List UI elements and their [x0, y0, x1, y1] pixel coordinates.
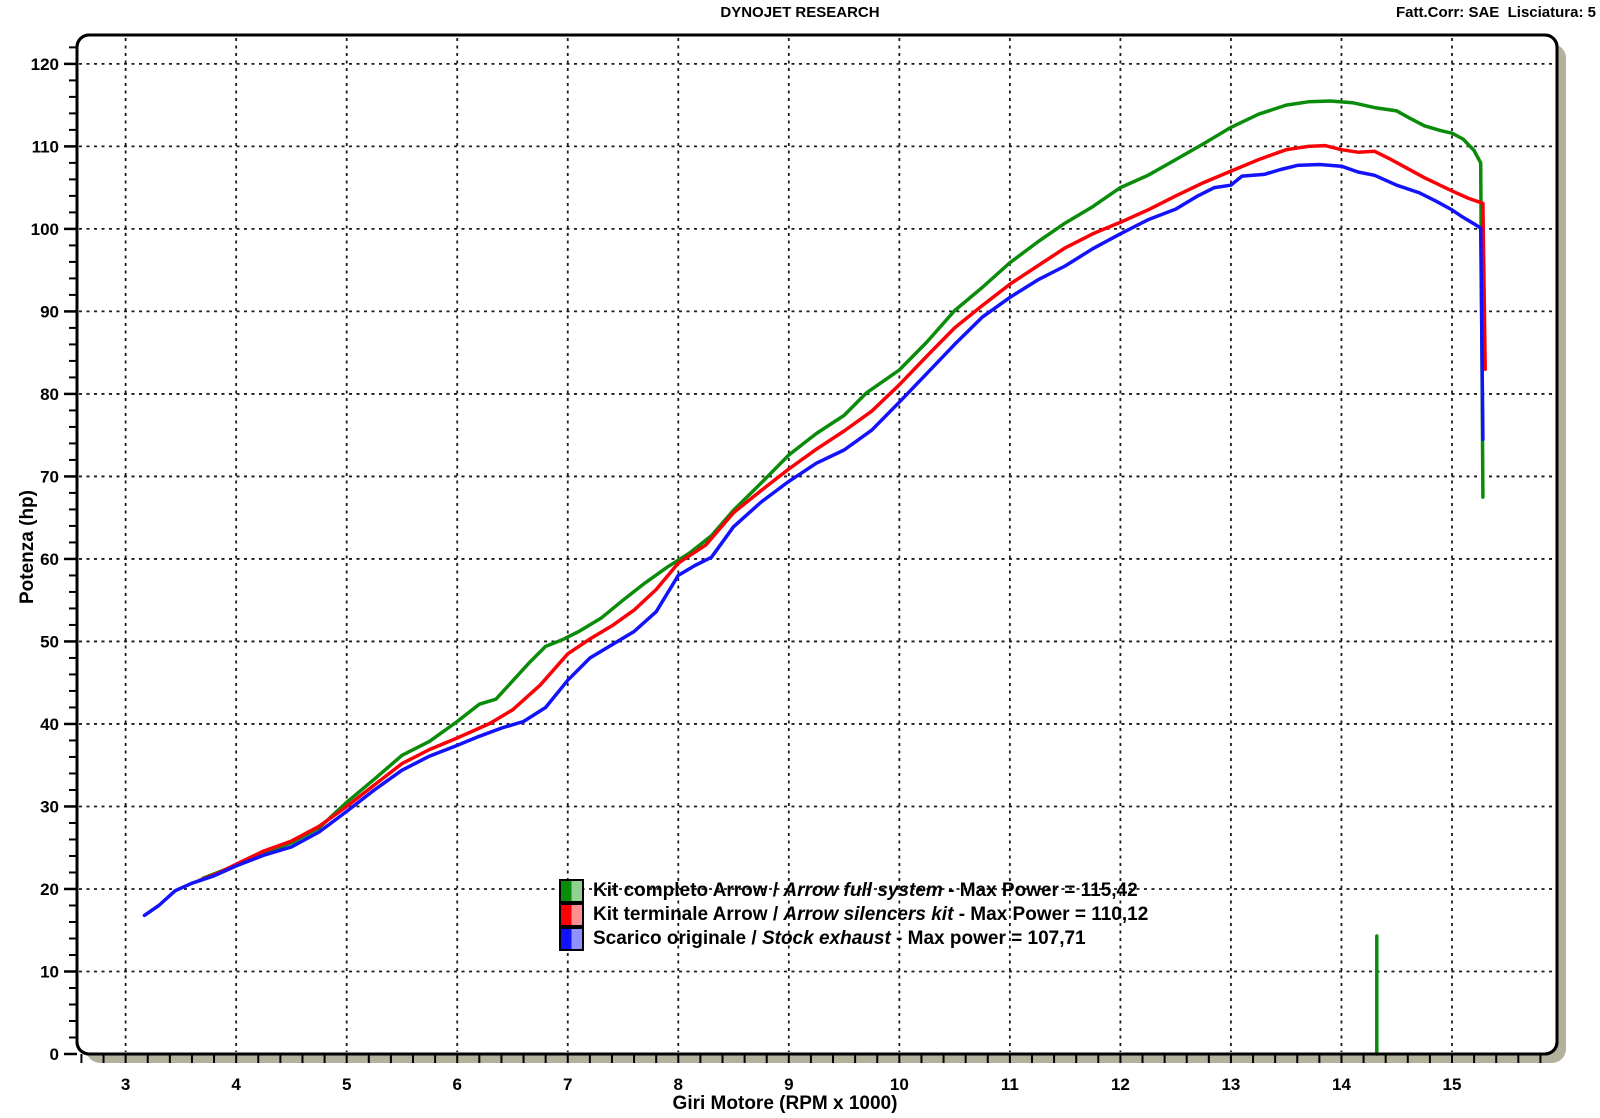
svg-text:110: 110 [32, 137, 59, 156]
svg-text:20: 20 [40, 880, 59, 899]
svg-text:7: 7 [563, 1075, 572, 1094]
svg-text:5: 5 [342, 1075, 351, 1094]
svg-text:14: 14 [1332, 1075, 1351, 1094]
legend-item-full-system: Kit completo Arrow / Arrow full system -… [559, 879, 1148, 903]
svg-text:15: 15 [1443, 1075, 1462, 1094]
legend-label-italic: Arrow full system [783, 880, 943, 901]
correction-info: Fatt.Corr: SAE Lisciatura: 5 [1395, 4, 1596, 21]
legend-label: Kit completo Arrow / [593, 880, 784, 901]
svg-text:80: 80 [40, 385, 59, 404]
y-axis-label: Potenza (hp) [17, 490, 38, 604]
svg-text:100: 100 [31, 220, 59, 239]
legend-max-power: - Max Power = 115,42 [942, 880, 1138, 901]
legend-max-power: - Max Power = 110,12 [953, 904, 1149, 925]
legend-swatch-red [559, 903, 584, 927]
svg-text:13: 13 [1221, 1075, 1240, 1094]
power-curves [142, 99, 1487, 1056]
legend-max-power: - Max power = 107,71 [890, 928, 1086, 949]
x-axis-label: Giri Motore (RPM x 1000) [672, 1093, 898, 1114]
axis-tick-labels: 3 4 5 6 7 8 9 10 11 12 13 14 15 0 10 20 30 40 50 60 70 80 90 10… [31, 55, 1462, 1094]
svg-text:90: 90 [40, 302, 59, 321]
legend-label: Scarico originale / [593, 928, 762, 949]
svg-text:9: 9 [784, 1075, 793, 1094]
plot-frame-outline [75, 33, 1559, 1056]
svg-text:0: 0 [50, 1045, 59, 1064]
svg-text:4: 4 [231, 1075, 241, 1094]
legend-label-italic: Stock exhaust [761, 928, 891, 949]
svg-text:10: 10 [890, 1075, 909, 1094]
svg-text:3: 3 [121, 1075, 130, 1094]
svg-text:8: 8 [674, 1075, 683, 1094]
svg-text:60: 60 [40, 550, 59, 569]
svg-text:12: 12 [1111, 1075, 1130, 1094]
svg-text:10: 10 [40, 962, 59, 981]
legend-label: Kit terminale Arrow / [593, 904, 784, 925]
svg-text:70: 70 [40, 467, 59, 486]
svg-text:120: 120 [31, 55, 59, 74]
legend-item-stock-exhaust: Scarico originale / Stock exhaust - Max … [559, 927, 1148, 951]
svg-text:11: 11 [1001, 1075, 1019, 1094]
legend-label-italic: Arrow silencers kit [783, 904, 954, 925]
legend-swatch-blue [559, 927, 584, 951]
svg-text:30: 30 [40, 797, 59, 816]
legend-item-silencers-kit: Kit terminale Arrow / Arrow silencers ki… [559, 903, 1148, 927]
legend: Kit completo Arrow / Arrow full system -… [559, 879, 1148, 951]
svg-text:6: 6 [452, 1075, 461, 1094]
chart-title: DYNOJET RESEARCH [720, 4, 880, 21]
legend-swatch-green [559, 879, 584, 903]
svg-text:50: 50 [40, 632, 59, 651]
svg-text:40: 40 [40, 715, 59, 734]
gridlines [79, 38, 1555, 1052]
